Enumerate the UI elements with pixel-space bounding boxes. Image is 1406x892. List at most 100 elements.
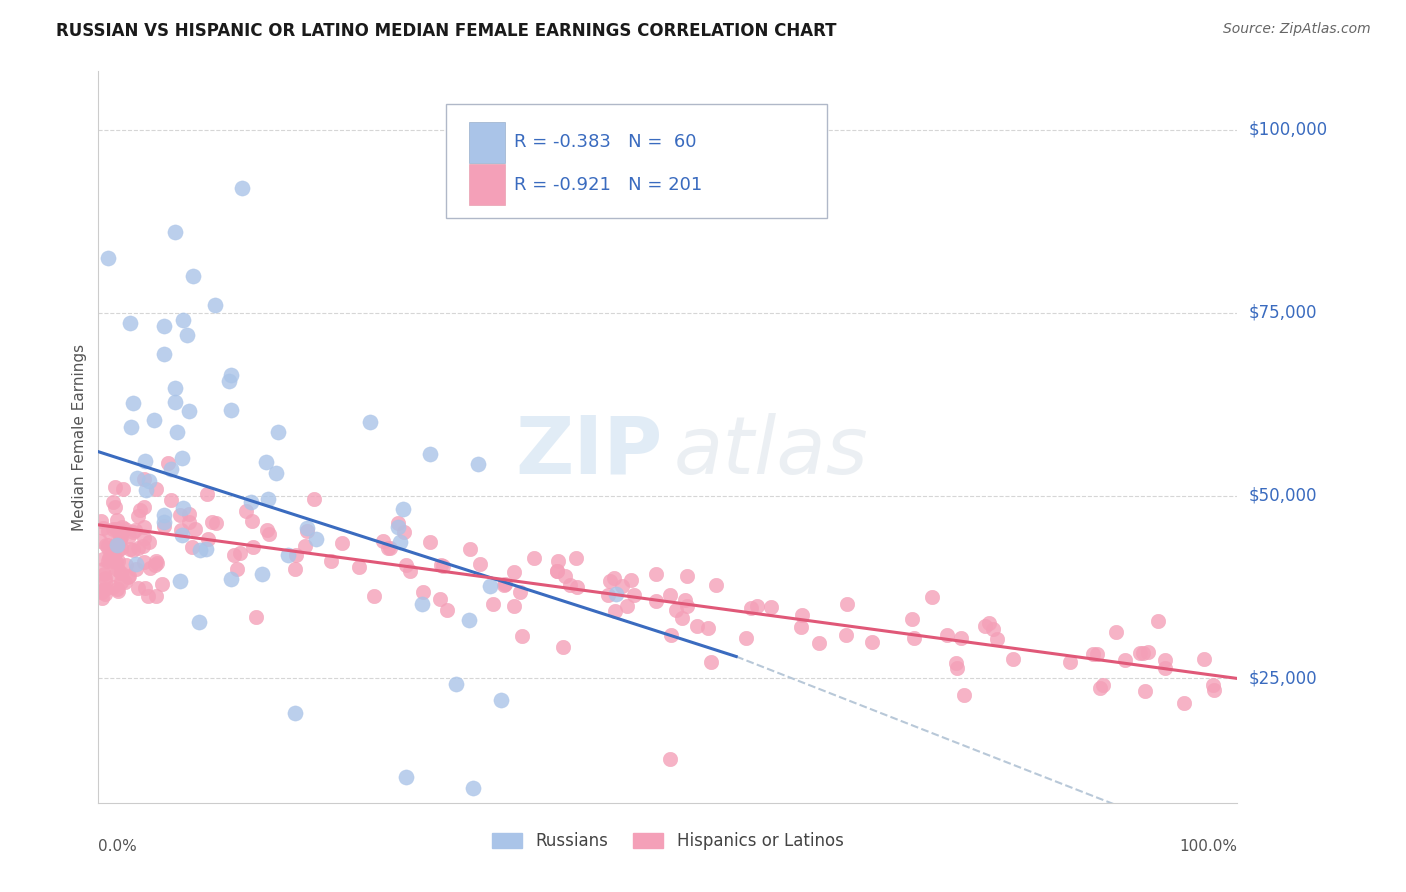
Point <box>267 425 290 440</box>
Point <box>981 622 1004 636</box>
Point <box>201 515 224 529</box>
Point <box>219 402 242 417</box>
Point <box>152 516 174 530</box>
Point <box>98 551 121 566</box>
Point <box>792 607 814 622</box>
Point <box>979 615 1001 630</box>
Point <box>394 524 416 539</box>
Y-axis label: Median Female Earnings: Median Female Earnings <box>72 343 87 531</box>
Point <box>363 589 385 603</box>
Point <box>1114 653 1136 667</box>
Point <box>554 569 576 583</box>
Point <box>446 677 468 691</box>
Point <box>603 604 626 618</box>
Point <box>921 590 943 604</box>
Point <box>264 466 287 480</box>
Point <box>104 522 127 536</box>
Point <box>181 269 204 284</box>
Point <box>284 562 307 576</box>
Point <box>523 551 546 566</box>
Point <box>808 636 831 650</box>
Point <box>89 533 111 548</box>
Point <box>132 531 155 545</box>
Point <box>1153 653 1175 667</box>
Point <box>546 564 568 578</box>
Point <box>132 500 155 514</box>
Point <box>107 563 129 577</box>
Point <box>231 181 253 195</box>
Point <box>153 519 176 533</box>
Point <box>103 580 125 594</box>
Point <box>659 588 682 602</box>
Point <box>1173 696 1195 710</box>
Text: Source: ZipAtlas.com: Source: ZipAtlas.com <box>1223 22 1371 37</box>
Point <box>145 589 167 603</box>
Point <box>107 543 129 558</box>
Point <box>1129 646 1152 660</box>
Point <box>502 599 524 613</box>
Point <box>900 611 922 625</box>
Point <box>380 541 402 555</box>
Point <box>418 446 440 460</box>
Point <box>1092 678 1115 692</box>
Point <box>686 618 709 632</box>
Point <box>460 541 482 556</box>
Point <box>180 540 202 554</box>
Text: 0.0%: 0.0% <box>98 839 138 855</box>
Point <box>121 542 143 557</box>
Point <box>565 580 588 594</box>
Text: ZIP: ZIP <box>515 413 662 491</box>
Text: 100.0%: 100.0% <box>1180 839 1237 855</box>
Point <box>1105 624 1128 639</box>
Point <box>121 396 143 410</box>
Point <box>138 535 160 549</box>
Text: $25,000: $25,000 <box>1249 670 1317 688</box>
Point <box>90 582 112 597</box>
Point <box>172 450 194 465</box>
Point <box>224 548 246 562</box>
Point <box>1088 681 1111 695</box>
Point <box>974 619 997 633</box>
Point <box>104 480 127 494</box>
Point <box>169 508 191 522</box>
Point <box>170 528 193 542</box>
Point <box>659 628 682 642</box>
Point <box>97 538 120 552</box>
Point <box>97 524 120 538</box>
Point <box>245 610 267 624</box>
Point <box>673 592 696 607</box>
Point <box>659 752 682 766</box>
Point <box>179 507 201 521</box>
Point <box>1136 645 1159 659</box>
Point <box>194 541 217 556</box>
FancyBboxPatch shape <box>468 122 505 163</box>
Point <box>103 549 125 564</box>
Point <box>478 579 501 593</box>
Point <box>240 514 263 528</box>
Point <box>285 548 308 562</box>
Text: $75,000: $75,000 <box>1249 304 1317 322</box>
Legend: Russians, Hispanics or Latinos: Russians, Hispanics or Latinos <box>485 825 851 856</box>
Point <box>429 592 451 607</box>
Point <box>467 457 489 471</box>
Point <box>259 527 281 541</box>
Point <box>623 588 645 602</box>
Point <box>645 594 668 608</box>
Point <box>122 524 145 539</box>
Point <box>254 455 277 469</box>
Point <box>104 536 127 550</box>
Point <box>419 535 441 549</box>
Text: $100,000: $100,000 <box>1249 121 1327 139</box>
Point <box>599 574 621 589</box>
Point <box>105 582 128 596</box>
Point <box>509 585 531 599</box>
Point <box>547 554 569 568</box>
Point <box>305 532 328 546</box>
Point <box>163 395 186 409</box>
Point <box>183 522 205 536</box>
Point <box>107 554 129 568</box>
Point <box>91 591 114 605</box>
Point <box>165 381 187 395</box>
Point <box>94 538 117 552</box>
Point <box>107 583 129 598</box>
